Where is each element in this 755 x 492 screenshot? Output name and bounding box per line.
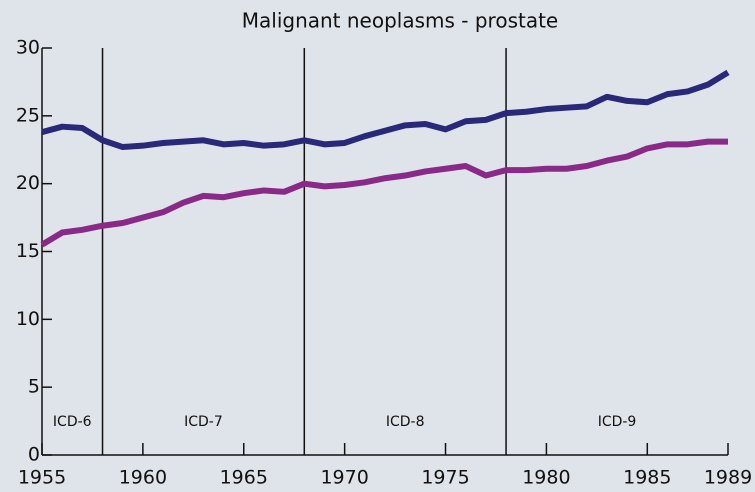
y-tick-label: 10 xyxy=(16,308,40,330)
period-label: ICD-7 xyxy=(184,414,223,430)
y-tick-label: 15 xyxy=(16,240,40,262)
y-tick-label: 30 xyxy=(16,37,40,59)
period-label: ICD-8 xyxy=(386,414,425,430)
y-tick-label: 5 xyxy=(28,376,40,398)
period-label: ICD-9 xyxy=(598,414,637,430)
x-tick-label: 1975 xyxy=(421,467,469,489)
y-tick-label: 25 xyxy=(16,104,40,126)
x-tick-label: 1960 xyxy=(119,467,167,489)
period-label: ICD-6 xyxy=(53,414,92,430)
chart-title: Malignant neoplasms - prostate xyxy=(242,9,558,33)
x-tick-label: 1970 xyxy=(320,467,368,489)
x-tick-label: 1965 xyxy=(220,467,268,489)
x-tick-label: 1985 xyxy=(623,467,671,489)
series-line xyxy=(40,138,728,248)
y-tick-label: 0 xyxy=(28,444,40,466)
x-tick-label: 1989 xyxy=(704,467,752,489)
x-tick-label: 1980 xyxy=(522,467,570,489)
y-tick-label: 20 xyxy=(16,172,40,194)
x-tick-label: 1955 xyxy=(18,467,66,489)
series-line xyxy=(41,69,730,151)
